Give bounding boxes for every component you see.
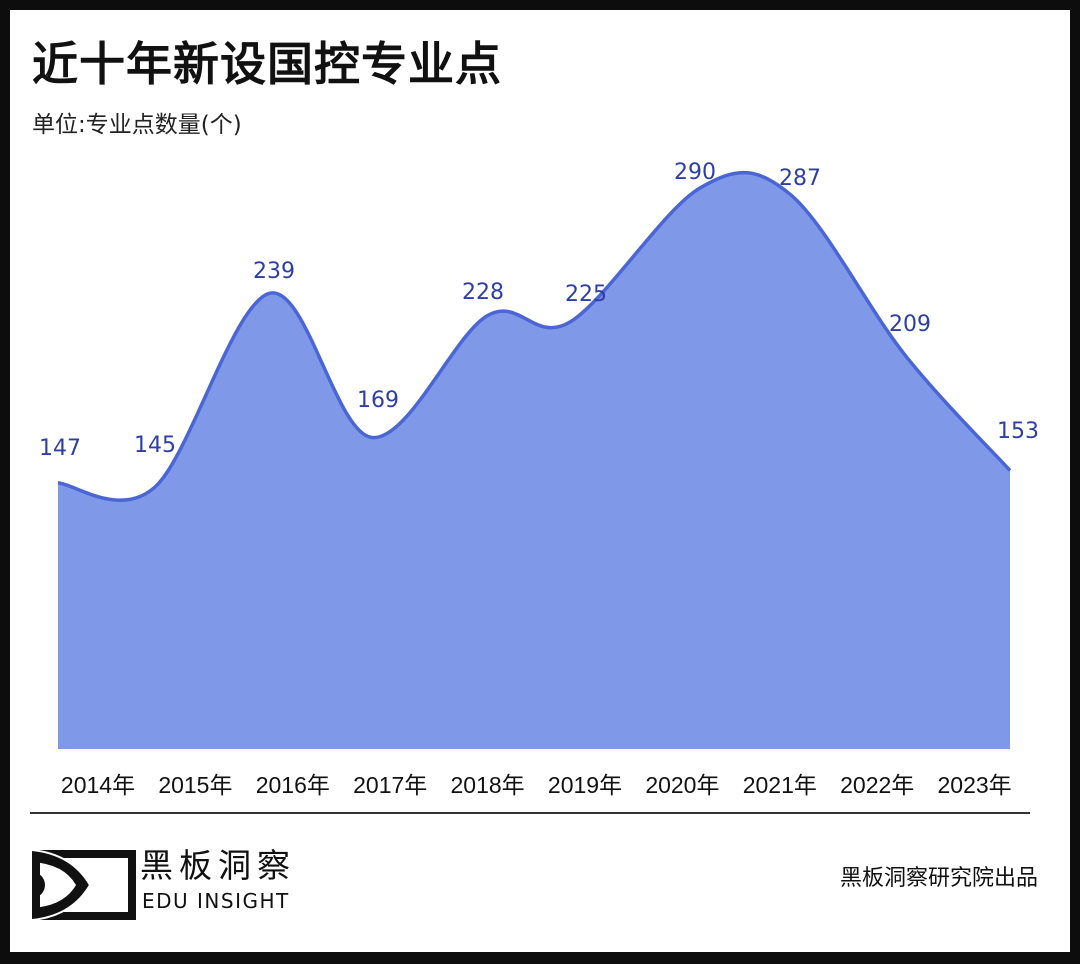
data-label: 169 — [357, 388, 399, 413]
data-label: 290 — [674, 160, 716, 185]
x-axis-label: 2022年 — [840, 772, 914, 798]
data-label: 287 — [779, 166, 821, 191]
x-axis-labels: 2014年 2015年 2016年 2017年 2018年 2019年 2020年 2021年… — [61, 772, 1012, 798]
x-axis-label: 2020年 — [645, 772, 719, 798]
x-axis-label: 2023年 — [938, 772, 1012, 798]
data-label: 209 — [889, 312, 931, 337]
logo-text-cn: 黑板洞察 — [140, 846, 296, 885]
x-axis-label: 2016年 — [256, 772, 330, 798]
data-label: 225 — [565, 282, 607, 307]
x-axis-label: 2015年 — [158, 772, 232, 798]
data-labels: 147 145 239 169 228 225 290 287 209 153 — [39, 160, 1039, 461]
credit-text: 黑板洞察研究院出品 — [839, 866, 1038, 891]
x-axis-label: 2021年 — [743, 772, 817, 798]
eye-frame-icon — [31, 849, 136, 921]
area-line — [57, 170, 1012, 502]
logo-text-en: EDU INSIGHT — [142, 889, 290, 913]
chart-title: 近十年新设国控专业点 — [32, 37, 502, 91]
x-axis-label: 2017年 — [353, 772, 427, 798]
x-axis-label: 2014年 — [61, 772, 135, 798]
x-axis-label: 2018年 — [451, 772, 525, 798]
data-label: 147 — [39, 436, 81, 461]
data-label: 145 — [134, 433, 176, 458]
data-label: 239 — [253, 259, 295, 284]
area-fill — [58, 172, 1010, 750]
footer-divider — [30, 812, 1030, 814]
brand-logo: 黑板洞察 EDU INSIGHT — [31, 846, 322, 921]
data-label: 153 — [997, 419, 1039, 444]
data-label: 228 — [462, 280, 504, 305]
unit-label: 单位:专业点数量(个) — [32, 112, 242, 138]
x-axis-label: 2019年 — [548, 772, 622, 798]
